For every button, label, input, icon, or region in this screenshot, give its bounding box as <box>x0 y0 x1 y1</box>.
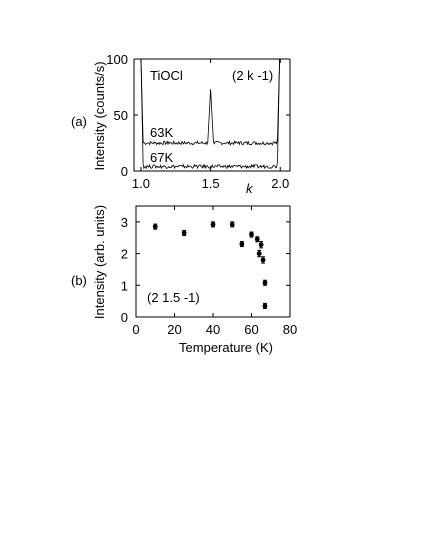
data-point <box>229 221 235 227</box>
panel-b-reflection-label: (2 1.5 -1) <box>147 290 200 305</box>
panel-b-x-tick-label: 60 <box>244 322 258 337</box>
data-point <box>256 251 262 256</box>
panel-a-series-group <box>140 58 281 170</box>
panel-b-ticks: 0 20 40 60 80 0 1 2 3 <box>121 206 297 337</box>
data-point <box>152 224 158 230</box>
panel-a-y-tick-label: 50 <box>114 108 128 123</box>
panel-a-x-axis-label: k <box>246 181 254 196</box>
panel-a-y-axis-label: Intensity (counts/s) <box>92 61 107 170</box>
data-point <box>260 257 266 263</box>
data-point <box>258 242 264 248</box>
data-point <box>181 230 187 236</box>
data-point <box>210 221 216 227</box>
data-point <box>262 303 268 309</box>
panel-b-y-tick-label: 3 <box>121 215 128 230</box>
panel-a-y-tick-label: 100 <box>106 52 128 67</box>
panel-a-sample-label: TiOCl <box>150 68 183 83</box>
panel-a-ticks: 1.0 1.5 2.0 0 50 100 <box>106 52 290 191</box>
panel-a-x-tick-label: 1.0 <box>132 176 150 191</box>
panel-b-x-tick-label: 80 <box>283 322 297 337</box>
data-point <box>239 241 245 247</box>
data-point <box>254 236 260 242</box>
series-line-67k <box>140 58 281 170</box>
panel-b-points-group <box>152 221 268 309</box>
panel-a: (a) Intensity (counts/s) 1.0 1.5 2.0 0 50 100… <box>71 52 291 196</box>
panel-a-x-tick-label: 1.5 <box>202 176 220 191</box>
panel-label-b: (b) <box>71 273 87 288</box>
panel-a-y-tick-label: 0 <box>121 164 128 179</box>
data-point <box>249 232 254 237</box>
panel-b-x-axis-label: Temperature (K) <box>179 340 273 355</box>
series-label-63k: 63K <box>150 125 173 140</box>
panel-a-x-tick-label: 2.0 <box>271 176 289 191</box>
panel-b-x-tick-label: 20 <box>167 322 181 337</box>
series-label-67k: 67K <box>150 150 173 165</box>
data-point <box>262 280 268 286</box>
panel-b-y-tick-label: 1 <box>121 278 128 293</box>
panel-label-a: (a) <box>71 114 87 129</box>
panel-b-x-tick-label: 0 <box>132 322 139 337</box>
panel-b-y-axis-label: Intensity (arb. units) <box>92 205 107 319</box>
panel-b-y-tick-label: 2 <box>121 247 128 262</box>
panel-b-x-tick-label: 40 <box>206 322 220 337</box>
panel-b: (b) Intensity (arb. units) 0 20 40 60 80 0 1 2 3… <box>71 205 297 355</box>
series-line-63k <box>140 58 281 146</box>
panel-a-reflection-label: (2 k -1) <box>232 68 273 83</box>
panel-b-y-tick-label: 0 <box>121 310 128 325</box>
